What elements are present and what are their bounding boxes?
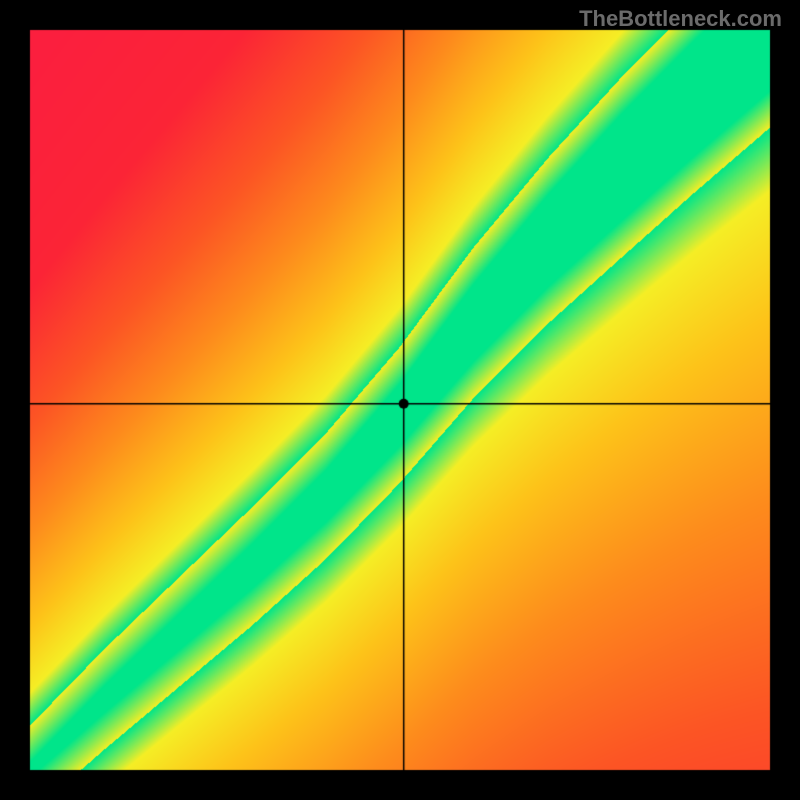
chart-container: TheBottleneck.com <box>0 0 800 800</box>
watermark-text: TheBottleneck.com <box>579 6 782 32</box>
heatmap-canvas <box>0 0 800 800</box>
